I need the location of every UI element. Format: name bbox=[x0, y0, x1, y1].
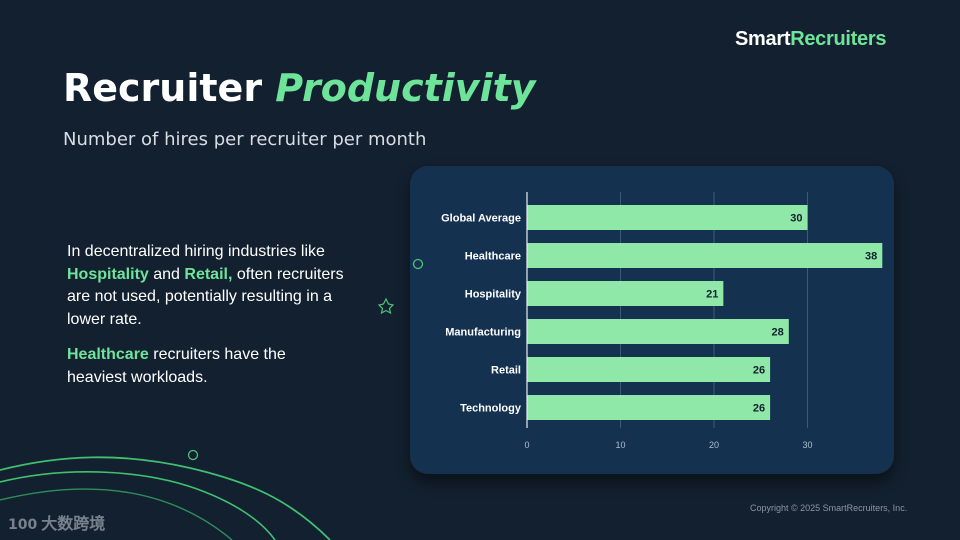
data-label: 21 bbox=[706, 289, 718, 301]
title-accent: Productivity bbox=[275, 66, 536, 110]
p1-text-b: and bbox=[148, 265, 185, 283]
bar bbox=[527, 357, 771, 382]
watermark: 100 大数跨境 bbox=[8, 510, 105, 534]
bar-chart: 0 10 20 30 Global Average 30 Healthcare 38 Hospi… bbox=[441, 192, 883, 450]
brand-logo: SmartRecruiters bbox=[735, 28, 886, 51]
page-title: Recruiter Productivity bbox=[63, 66, 536, 110]
bar bbox=[527, 319, 789, 344]
paragraph-1: In decentralized hiring industries like … bbox=[67, 241, 347, 331]
bar bbox=[527, 395, 771, 420]
chart-card: 0 10 20 30 Global Average 30 Healthcare 38 Hospi… bbox=[410, 166, 894, 474]
brand-logo-part2: Recruiters bbox=[790, 28, 887, 50]
watermark-text: 大数跨境 bbox=[41, 514, 106, 533]
x-tick-label: 0 bbox=[524, 440, 529, 450]
category-label: Global Average bbox=[441, 213, 521, 225]
x-tick-label: 20 bbox=[709, 440, 719, 450]
data-label: 38 bbox=[865, 251, 877, 263]
highlight-hospitality: Hospitality bbox=[67, 265, 149, 283]
bar bbox=[527, 205, 808, 230]
page-subtitle: Number of hires per recruiter per month bbox=[63, 129, 427, 150]
data-label: 30 bbox=[790, 213, 802, 225]
bar bbox=[527, 281, 724, 306]
p1-text-a: In decentralized hiring industries like bbox=[67, 243, 325, 260]
deco-circle-2 bbox=[187, 449, 199, 461]
category-label: Technology bbox=[460, 403, 522, 415]
body-text: In decentralized hiring industries like … bbox=[67, 241, 347, 402]
deco-star-icon bbox=[377, 297, 395, 315]
x-tick-label: 10 bbox=[615, 440, 625, 450]
highlight-healthcare: Healthcare bbox=[67, 346, 149, 363]
copyright-text: Copyright © 2025 SmartRecruiters, Inc. bbox=[750, 503, 908, 513]
category-label: Hospitality bbox=[465, 289, 522, 301]
paragraph-2: Healthcare recruiters have the heaviest … bbox=[67, 344, 347, 389]
data-label: 26 bbox=[753, 365, 765, 377]
data-label: 28 bbox=[772, 327, 784, 339]
category-label: Healthcare bbox=[465, 251, 521, 263]
x-tick-label: 30 bbox=[802, 440, 812, 450]
data-label: 26 bbox=[753, 403, 765, 415]
brand-logo-part1: Smart bbox=[735, 28, 791, 50]
category-label: Retail bbox=[491, 365, 521, 377]
title-plain: Recruiter bbox=[63, 66, 276, 110]
bar bbox=[527, 243, 883, 268]
watermark-mark: 100 bbox=[8, 517, 38, 533]
p1-text-c: often recruiters are not used, potential… bbox=[67, 265, 344, 328]
category-label: Manufacturing bbox=[445, 327, 521, 339]
highlight-retail: Retail, bbox=[184, 265, 233, 283]
p2-text-a: recruiters have the heaviest workloads. bbox=[67, 346, 286, 386]
